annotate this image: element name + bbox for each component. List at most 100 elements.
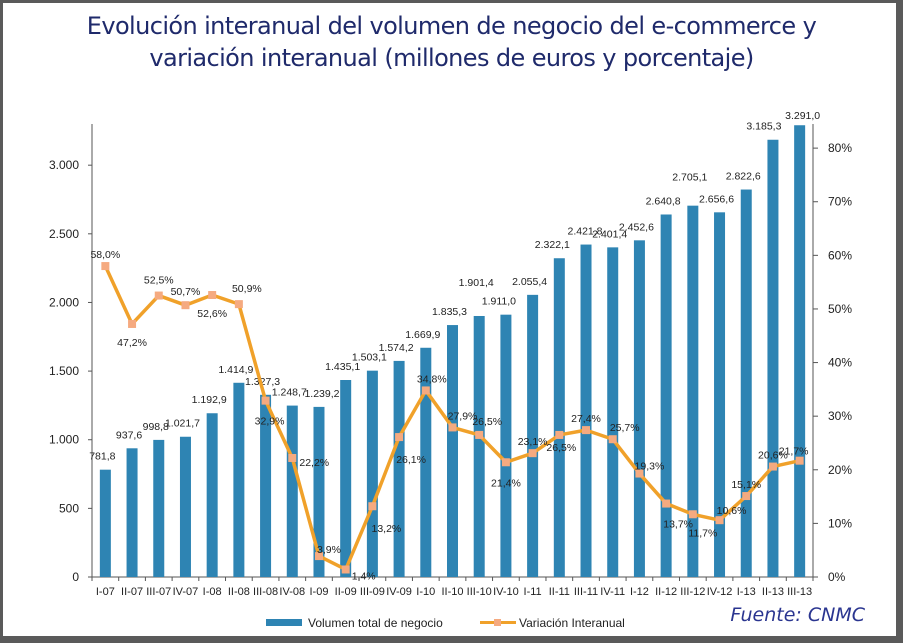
bar-data-label: 2.401,4 <box>592 228 627 240</box>
line-data-label: 13,2% <box>371 523 401 535</box>
x-tick-label: III-11 <box>574 586 598 598</box>
line-data-label: 11,7% <box>688 527 717 539</box>
line-data-label: 10,6% <box>717 505 747 517</box>
x-tick-label: III-13 <box>787 586 812 598</box>
bar-data-label: 1.835,3 <box>432 306 467 318</box>
line-marker <box>421 386 430 395</box>
x-tick-label: III-10 <box>467 586 492 598</box>
y-right-tick-label: 40% <box>828 356 852 370</box>
bar-series <box>99 125 806 578</box>
line-series <box>101 262 804 574</box>
line-marker <box>635 469 644 478</box>
x-tick-label: I-13 <box>737 586 756 598</box>
bar <box>580 244 592 577</box>
bar <box>313 406 325 577</box>
bar <box>687 205 699 577</box>
line-data-label: 26,5% <box>472 416 502 428</box>
bar <box>527 294 539 577</box>
line-data-label: 32,9% <box>255 416 285 428</box>
bar <box>340 379 352 577</box>
x-tick-label: I-11 <box>524 586 542 598</box>
y-right-tick-label: 70% <box>828 195 852 209</box>
line-marker <box>582 426 591 435</box>
line-marker <box>234 300 243 309</box>
chart-title: Evolución interanual del volumen de nego… <box>0 10 903 74</box>
y-right-tick-label: 80% <box>828 141 852 155</box>
x-tick-label: II-13 <box>762 586 784 598</box>
chart-title-line-1: Evolución interanual del volumen de nego… <box>86 12 817 40</box>
bar-data-label: 1.574,2 <box>379 342 414 354</box>
line-marker <box>742 492 751 501</box>
bar-data-label: 2.322,1 <box>535 239 570 251</box>
bar-data-label: 1.021,7 <box>165 418 200 430</box>
line-data-label: 26,5% <box>546 442 576 454</box>
bar <box>179 436 191 577</box>
x-tick-label: I-08 <box>203 586 222 598</box>
bar <box>260 394 272 577</box>
x-tick-label: IV-10 <box>493 586 519 598</box>
bar <box>233 382 245 577</box>
line-data-label: 50,9% <box>232 283 262 295</box>
line-marker <box>208 291 217 300</box>
x-tick-label: III-07 <box>146 586 171 598</box>
line-marker <box>715 516 724 525</box>
bar <box>286 405 298 577</box>
line-marker <box>608 435 617 444</box>
bar <box>633 240 645 578</box>
line-data-label: 21,7% <box>779 446 809 458</box>
y-right-tick-label: 60% <box>828 248 852 262</box>
x-tick-label: IV-12 <box>707 586 733 598</box>
line-data-label: 26,1% <box>396 454 426 466</box>
x-tick-label: III-09 <box>360 586 385 598</box>
bar-data-label: 2.705,1 <box>672 172 707 184</box>
bar-data-label: 1.435,1 <box>325 361 360 373</box>
x-tick-label: I-09 <box>309 586 328 598</box>
y-left-tick-label: 2.500 <box>49 227 79 241</box>
bar-data-label: 3.291,0 <box>785 110 820 122</box>
bar <box>794 125 806 578</box>
bar-data-label: 2.822,6 <box>726 171 761 183</box>
line-marker <box>181 301 190 310</box>
bar-data-label: 2.055,4 <box>512 276 547 288</box>
line-data-label: 13,7% <box>663 519 693 531</box>
bar <box>366 370 378 577</box>
bar-data-label: 1.414,9 <box>218 364 253 376</box>
bar-data-label: 937,6 <box>116 429 142 441</box>
line-marker <box>555 430 564 439</box>
legend-swatch-bars <box>266 619 302 626</box>
bar-data-label: 1.248,7 <box>272 387 307 399</box>
axes: 0 500 1.000 1.500 2.000 2.500 3.000 0% 10% 20% 30%… <box>49 124 852 598</box>
y-right-tick-label: 20% <box>828 463 852 477</box>
legend-swatch-marker <box>494 619 501 626</box>
y-left-tick-label: 1.000 <box>49 433 79 447</box>
bar <box>740 189 752 577</box>
bar <box>553 258 565 577</box>
line-data-label: 27,4% <box>571 413 601 425</box>
line-data-label: 52,6% <box>197 308 227 320</box>
y-right-tick-label: 10% <box>828 516 852 530</box>
x-tick-label: IV-11 <box>600 586 625 598</box>
line-marker <box>341 565 350 574</box>
x-tick-label: IV-09 <box>386 586 412 598</box>
bar <box>99 469 111 577</box>
line-data-label: 23,1% <box>518 436 548 448</box>
line-marker <box>395 433 404 442</box>
x-tick-label: III-12 <box>680 586 705 598</box>
bar-data-label: 1.192,9 <box>192 394 227 406</box>
line-data-label: 47,2% <box>117 337 147 349</box>
line-marker <box>662 499 671 508</box>
bar <box>393 360 405 577</box>
line-data-label: 19,3% <box>635 461 665 473</box>
y-right-tick-label: 30% <box>828 409 852 423</box>
x-tick-label: II-09 <box>335 586 357 598</box>
bar <box>500 314 512 577</box>
bar <box>660 214 672 578</box>
bar-data-label: 1.669,9 <box>405 329 440 341</box>
x-tick-label: II-07 <box>121 586 143 598</box>
x-tick-label: II-12 <box>655 586 677 598</box>
bar-data-label: 1.327,3 <box>245 376 280 388</box>
line-data-label: 1,4% <box>352 570 376 582</box>
line-data-label: 21,4% <box>491 477 521 489</box>
bar-data-label: 2.640,8 <box>646 195 681 207</box>
line-marker <box>368 502 377 511</box>
